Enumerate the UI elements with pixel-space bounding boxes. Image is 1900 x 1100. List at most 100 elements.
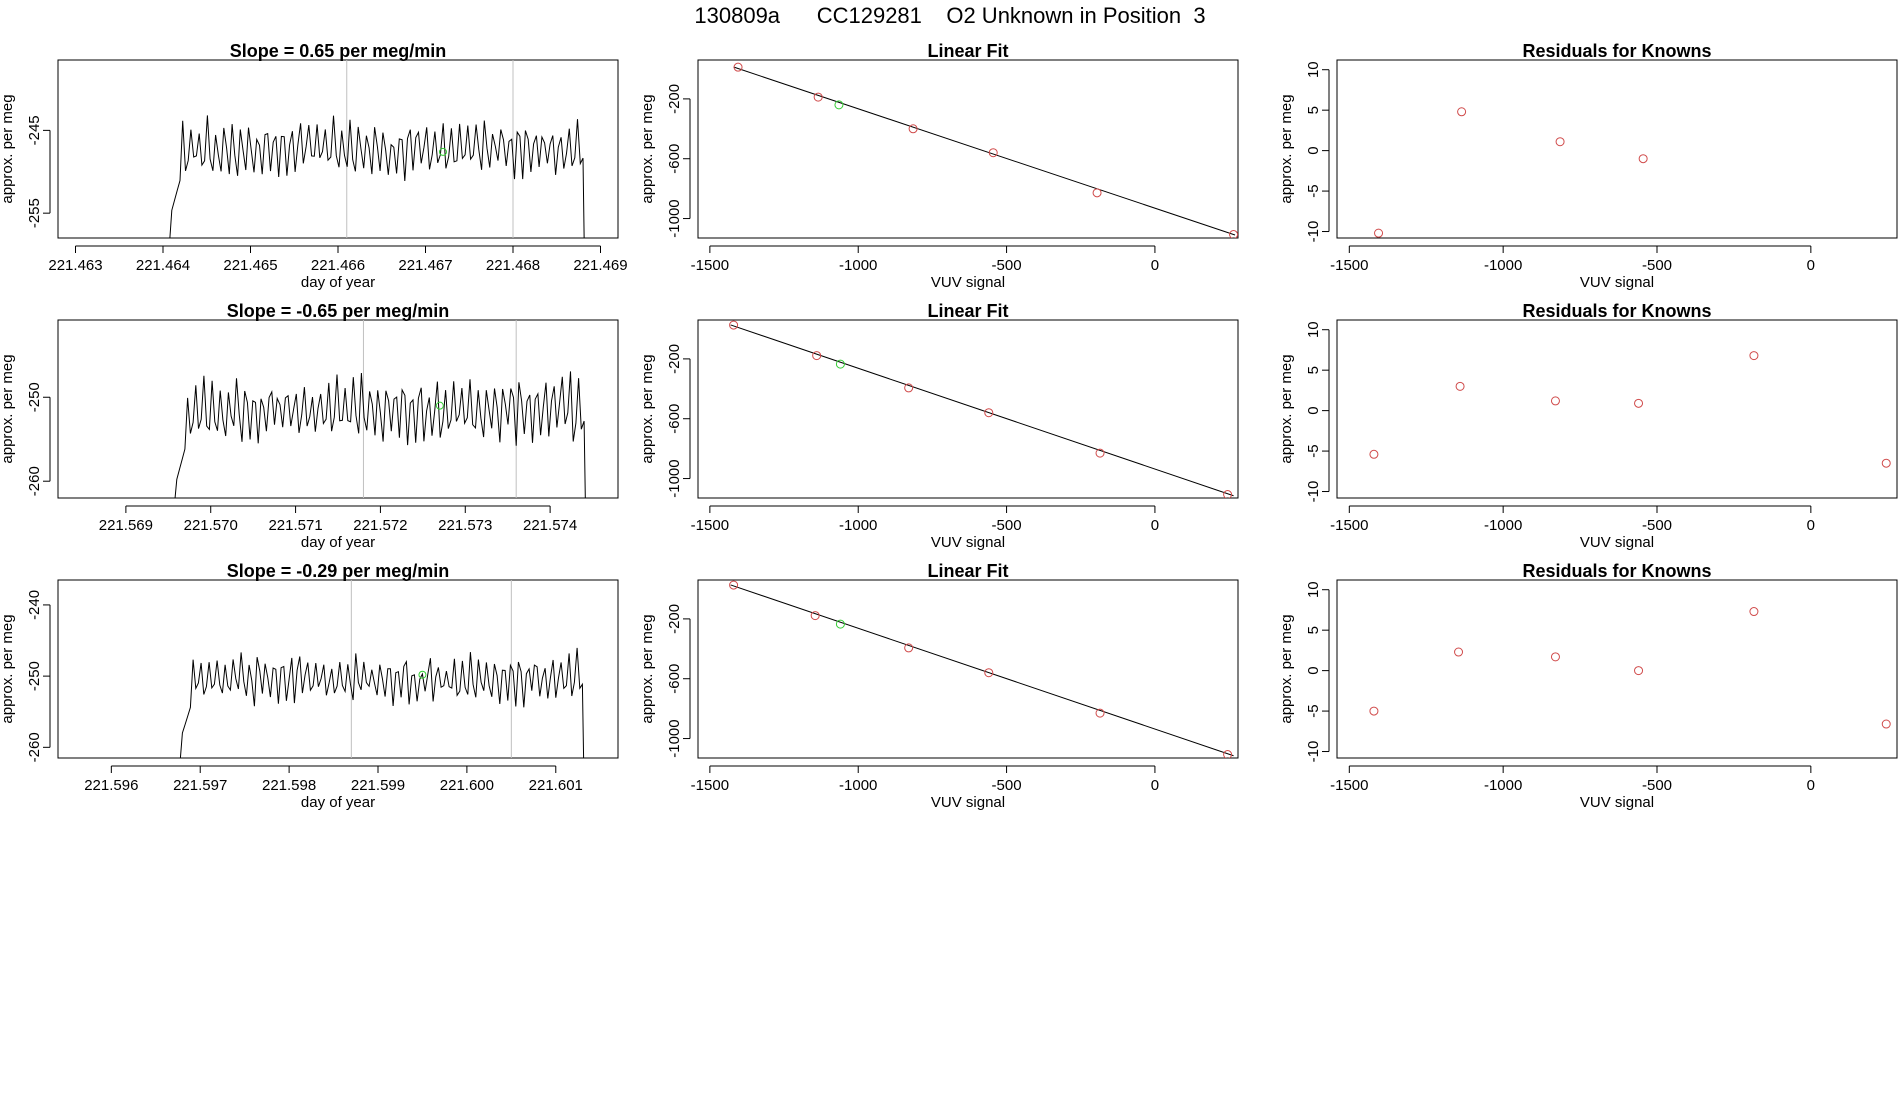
unknown-point (835, 619, 845, 629)
y-tick-label: -10 (1305, 741, 1322, 763)
x-axis-label: day of year (301, 274, 375, 291)
plot-frame (697, 59, 1239, 239)
known-point (813, 92, 823, 102)
x-tick-label: -1000 (1484, 517, 1522, 534)
y-tick-label: -255 (26, 198, 43, 228)
unknown-marker-point (439, 147, 447, 156)
y-tick-label: 0 (1305, 406, 1322, 414)
y-axis-label: approx. per meg (639, 94, 656, 203)
x-tick-label: 221.572 (353, 517, 407, 534)
known-point (729, 320, 739, 330)
x-tick-label: 221.601 (529, 777, 583, 794)
y-tick-label: -10 (1305, 481, 1322, 503)
y-tick-label: -10 (1305, 221, 1322, 243)
residual-point (1749, 607, 1759, 617)
residual-point (1369, 706, 1379, 716)
x-tick-label: -1000 (839, 257, 877, 274)
y-tick-label: -5 (1305, 444, 1322, 457)
unknown-marker-point (435, 401, 444, 410)
panel-timeseries-row-1: Slope = -0.65 per meg/min 221.569 221.570 2… (0, 301, 619, 551)
plot-area (729, 580, 1234, 758)
y-tick-label: -250 (26, 661, 43, 691)
x-tick-label: -1000 (839, 777, 877, 794)
x-tick-label: 0 (1807, 517, 1815, 534)
x-tick-label: 221.463 (48, 257, 102, 274)
y-tick-label: -5 (1305, 704, 1322, 717)
chart-title: Residuals for Knowns (1522, 561, 1711, 581)
x-tick-label: -1000 (1484, 257, 1522, 274)
y-tick-label: 0 (1305, 666, 1322, 674)
x-tick-label: -1500 (1330, 777, 1368, 794)
y-tick-label: 10 (1305, 61, 1322, 78)
x-tick-label: 221.600 (440, 777, 494, 794)
x-tick-label: -500 (1642, 777, 1672, 794)
panel-residuals-row-2: Residuals for Knowns -1500 -1000 -500 0 VUV s… (1278, 561, 1898, 811)
known-point (733, 62, 743, 72)
chart-title: Slope = -0.29 per meg/min (227, 561, 450, 581)
x-tick-label: 221.465 (223, 257, 277, 274)
residual-point (1455, 381, 1465, 391)
y-tick-label: -260 (26, 732, 43, 762)
known-point (904, 643, 914, 653)
unknown-marker-point (418, 670, 427, 679)
y-tick-label: -600 (666, 144, 683, 174)
x-tick-label: 221.466 (311, 257, 365, 274)
x-tick-label: -500 (992, 777, 1022, 794)
y-tick-label: -200 (666, 84, 683, 114)
x-tick-label: -1000 (839, 517, 877, 534)
known-point (729, 580, 739, 590)
x-tick-label: 221.467 (398, 257, 452, 274)
plot-area (1369, 607, 1891, 729)
x-axis-label: VUV signal (931, 274, 1005, 291)
x-tick-label: -500 (992, 517, 1022, 534)
y-axis-label: approx. per meg (639, 354, 656, 463)
y-axis-label: approx. per meg (1278, 94, 1295, 203)
x-tick-label: -500 (1642, 257, 1672, 274)
known-point (984, 408, 994, 418)
plot-frame (57, 59, 619, 239)
y-tick-label: -200 (666, 344, 683, 374)
plot-frame (1336, 319, 1898, 499)
chart-title: Linear Fit (927, 301, 1008, 321)
plot-frame (697, 319, 1239, 499)
fit-line (730, 584, 1234, 757)
x-tick-label: -1500 (691, 257, 729, 274)
chart-title: Slope = 0.65 per meg/min (230, 41, 447, 61)
y-axis-label: approx. per meg (0, 94, 16, 203)
x-axis-label: VUV signal (931, 794, 1005, 811)
y-tick-label: -240 (26, 590, 43, 620)
x-tick-label: -1000 (1484, 777, 1522, 794)
x-tick-label: 0 (1151, 517, 1159, 534)
y-tick-label: -600 (666, 404, 683, 434)
y-tick-label: 5 (1305, 106, 1322, 114)
y-axis-label: approx. per meg (1278, 614, 1295, 723)
x-tick-label: -1500 (1330, 257, 1368, 274)
panel-residuals-row-0: Residuals for Knowns -1500 -1000 -500 0 VUV s… (1278, 41, 1898, 291)
residual-point (1369, 449, 1379, 459)
x-axis-label: day of year (301, 794, 375, 811)
known-point (1229, 230, 1238, 238)
x-tick-label: 0 (1151, 257, 1159, 274)
residual-point (1550, 396, 1560, 406)
plot-area (1369, 351, 1891, 468)
x-tick-label: -1500 (691, 777, 729, 794)
x-axis-label: VUV signal (1580, 534, 1654, 551)
chart-title: Linear Fit (927, 561, 1008, 581)
known-point (812, 351, 822, 361)
plot-area (174, 320, 586, 498)
plot-area (1374, 107, 1648, 238)
y-tick-label: -5 (1305, 184, 1322, 197)
x-tick-label: 221.573 (438, 517, 492, 534)
known-point (810, 611, 820, 621)
residual-point (1634, 398, 1644, 408)
known-point (1095, 448, 1105, 458)
panel-linear-fit-row-2: Linear Fit -1500 -1000 -500 0 VUV signal -200 -… (639, 561, 1239, 811)
x-tick-label: 221.468 (486, 257, 540, 274)
x-axis-label: VUV signal (931, 534, 1005, 551)
y-tick-label: -245 (26, 115, 43, 145)
known-point (1092, 188, 1102, 198)
y-tick-label: -1000 (666, 719, 683, 757)
plot-frame (57, 579, 619, 759)
plot-area (729, 320, 1234, 498)
panel-residuals-row-1: Residuals for Knowns -1500 -1000 -500 0 VUV s… (1278, 301, 1898, 551)
